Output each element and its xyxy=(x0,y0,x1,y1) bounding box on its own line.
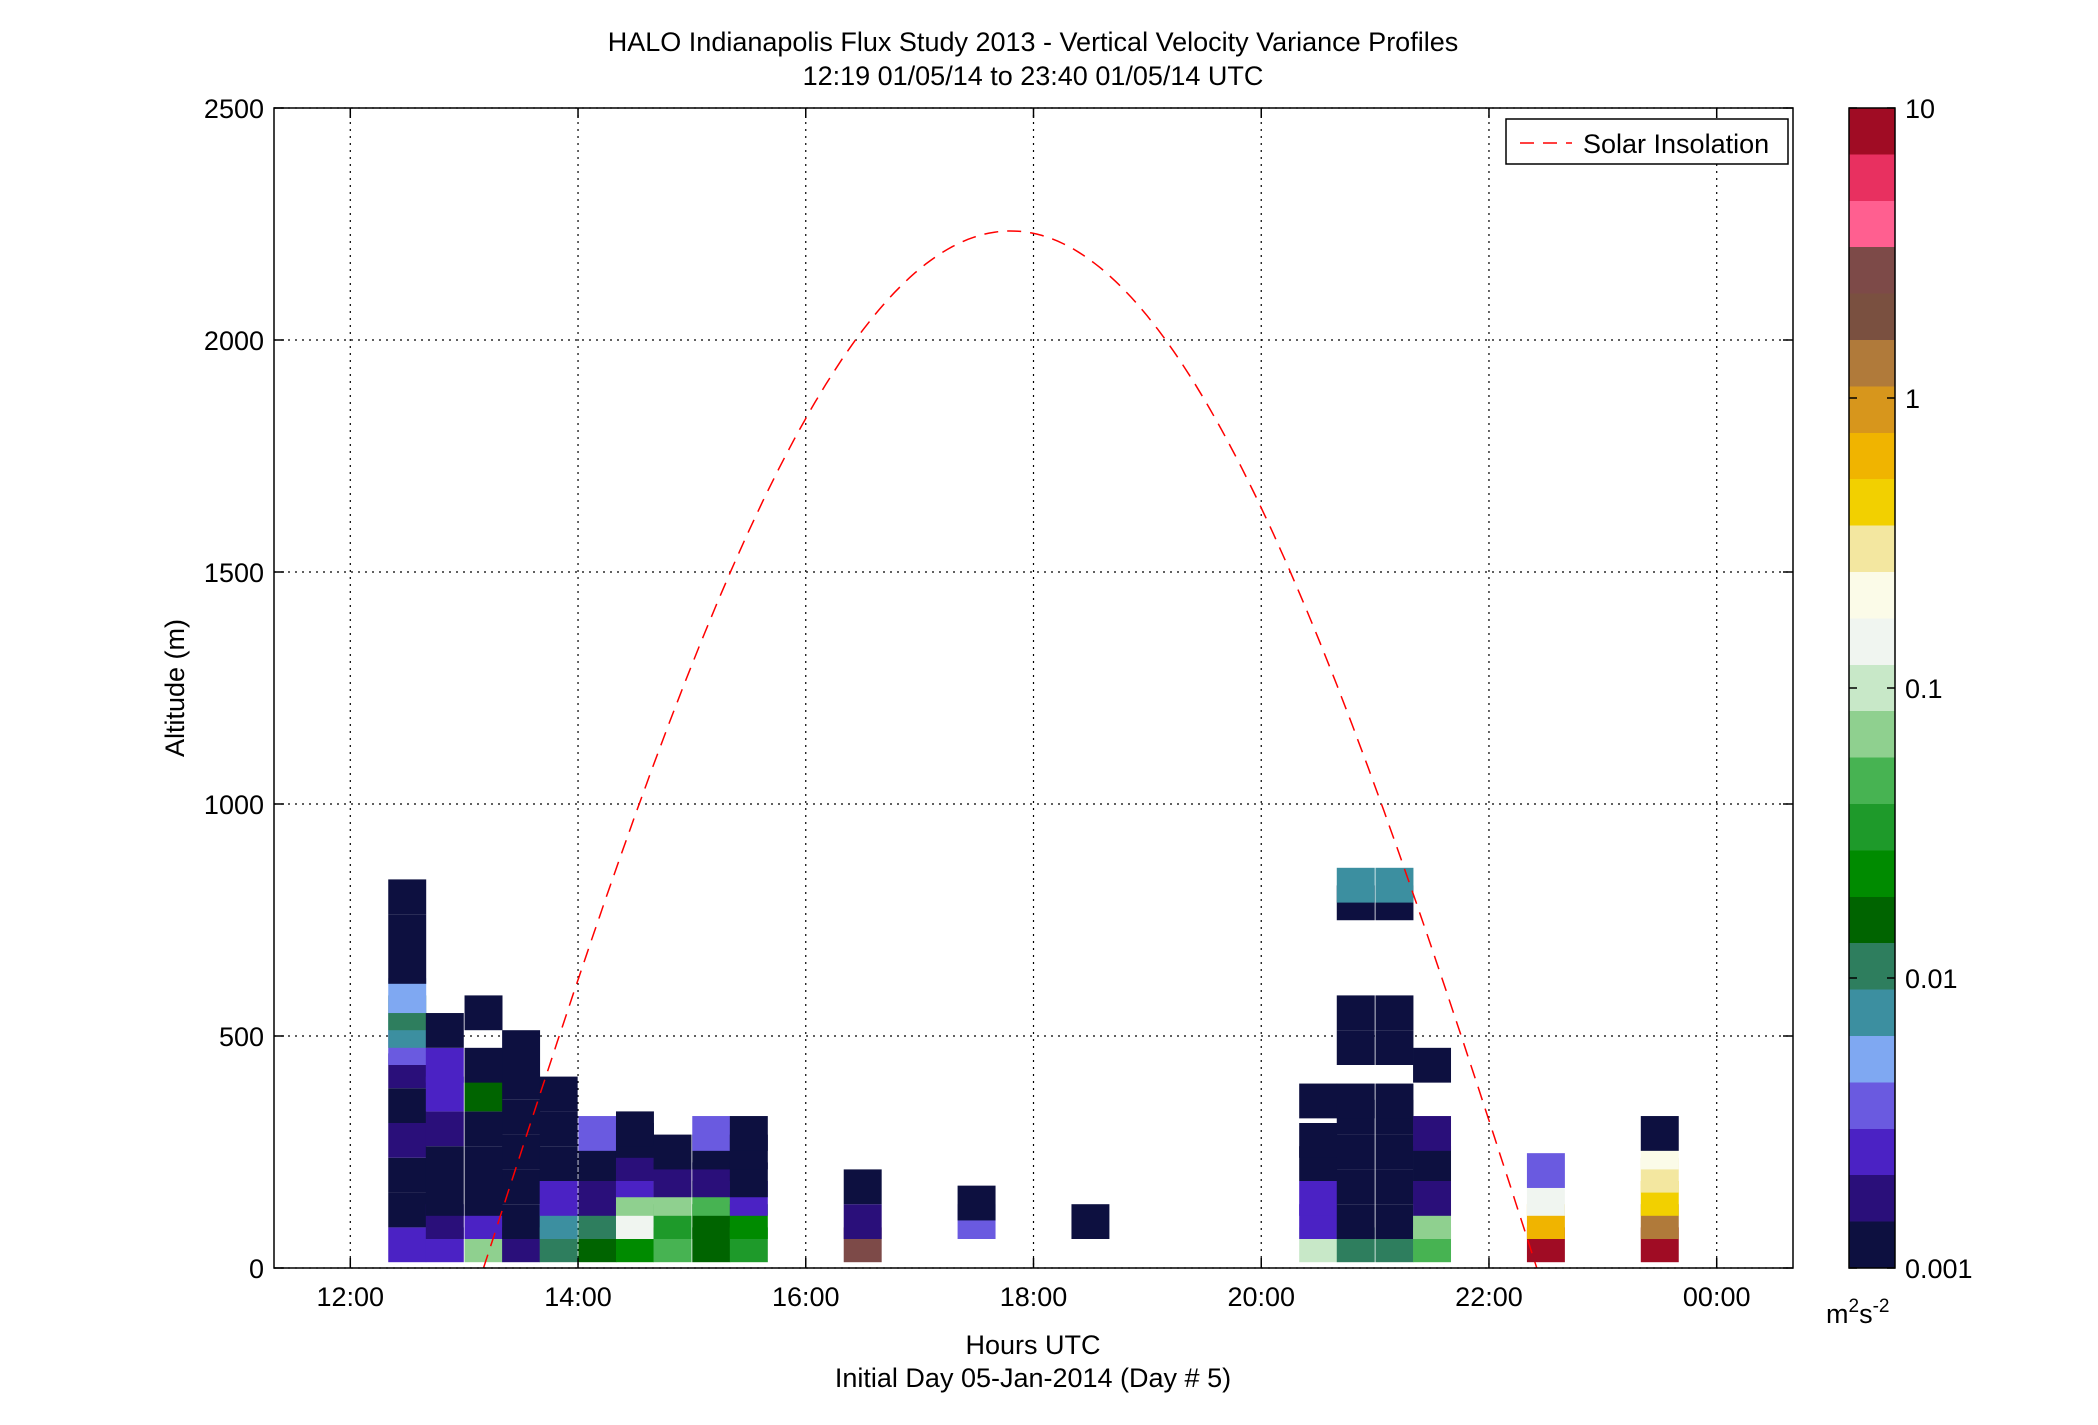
y-tick-label: 500 xyxy=(219,1022,264,1052)
chart-title: HALO Indianapolis Flux Study 2013 - Vert… xyxy=(608,27,1458,57)
legend-box xyxy=(1505,118,1789,165)
x-axis-sublabel: Initial Day 05-Jan-2014 (Day # 5) xyxy=(835,1363,1231,1393)
heatmap-cell xyxy=(539,1181,578,1216)
colorbar-ticks: 10 1 0.1 0.01 0.001 xyxy=(1849,94,1973,1284)
heatmap-cell xyxy=(1336,995,1375,1031)
heatmap-cell xyxy=(388,1123,427,1158)
heatmap-cell xyxy=(502,1030,541,1065)
legend: Solar Insolation xyxy=(1505,118,1789,165)
heatmap-cell xyxy=(1336,1134,1375,1170)
y-tick-label: 1000 xyxy=(204,790,264,820)
heatmap-cell xyxy=(1336,1169,1375,1205)
y-tick-label: 1500 xyxy=(204,558,264,588)
heatmap-cell xyxy=(388,949,427,984)
heatmap-cell xyxy=(1413,1181,1452,1216)
heatmap-cell xyxy=(1375,995,1414,1031)
x-tick-label: 16:00 xyxy=(772,1282,840,1312)
heatmap-cell xyxy=(1299,1123,1338,1158)
x-tick-label: 20:00 xyxy=(1227,1282,1295,1312)
x-ticks: 12:00 14:00 16:00 18:00 20:00 22:00 00:00 xyxy=(317,108,1751,1312)
heatmap-cell xyxy=(388,914,427,949)
x-tick-label: 14:00 xyxy=(544,1282,612,1312)
heatmap-cell xyxy=(843,1169,882,1205)
colorbar-tick-label: 10 xyxy=(1905,94,1935,124)
heatmap-cell xyxy=(388,1157,427,1193)
heatmap-cell xyxy=(692,1116,731,1151)
colorbar-tick-label: 0.1 xyxy=(1905,674,1943,704)
heatmap-cell xyxy=(1375,1030,1414,1065)
heatmap-cell xyxy=(502,1099,541,1135)
heatmap-cell xyxy=(653,1134,692,1170)
x-tick-label: 18:00 xyxy=(1000,1282,1068,1312)
heatmap-cell xyxy=(1336,1030,1375,1065)
heatmap-cell xyxy=(464,1181,503,1216)
x-tick-label: 00:00 xyxy=(1683,1282,1751,1312)
colorbar-tick-label: 0.01 xyxy=(1905,964,1958,994)
x-tick-label: 22:00 xyxy=(1455,1282,1523,1312)
x-axis-label: Hours UTC xyxy=(965,1330,1100,1360)
heatmap-cell xyxy=(539,1111,578,1147)
heatmap-cell xyxy=(464,1111,503,1147)
heatmap-cell xyxy=(388,978,427,1014)
y-tick-label: 2500 xyxy=(204,94,264,124)
heatmap-cell xyxy=(1375,1134,1414,1170)
colorbar-tick-label: 0.001 xyxy=(1905,1254,1973,1284)
heatmap-cell xyxy=(1413,1146,1452,1181)
colorbar: 10 1 0.1 0.01 0.001 m2s-2 xyxy=(1826,94,1973,1329)
heatmap-cell xyxy=(425,1047,464,1083)
heatmap-cell xyxy=(502,1204,541,1239)
legend-label-solar-insolation: Solar Insolation xyxy=(1583,129,1769,159)
y-tick-label: 2000 xyxy=(204,326,264,356)
heatmap-cell xyxy=(425,1146,464,1181)
heatmap-cell xyxy=(957,1185,996,1221)
heatmap-cell xyxy=(1375,1083,1414,1119)
heatmap-cell xyxy=(502,1169,541,1205)
heatmap-cell xyxy=(1299,1181,1338,1216)
heatmap-cell xyxy=(1413,1116,1452,1151)
heatmap-cell xyxy=(502,1065,541,1100)
heatmap-cell xyxy=(388,879,427,915)
heatmap-cell xyxy=(1375,867,1414,903)
heatmap-cell xyxy=(464,1047,503,1083)
heatmap-cell xyxy=(425,1181,464,1216)
heatmap-cell xyxy=(1336,1204,1375,1239)
heatmap-cell xyxy=(388,1192,427,1228)
heatmap-cell xyxy=(1336,867,1375,903)
heatmap-cell xyxy=(729,1116,768,1151)
heatmap-cell xyxy=(539,1146,578,1181)
colorbar-tick-label: 1 xyxy=(1905,384,1920,414)
heatmap-cell xyxy=(388,1088,427,1123)
heatmap-cell xyxy=(464,995,503,1031)
heatmap-cell xyxy=(388,1227,427,1263)
heatmap-cell xyxy=(1413,1047,1452,1083)
heatmap-cell xyxy=(1299,1083,1338,1119)
heatmap-cell xyxy=(1375,1204,1414,1239)
heatmap-cell xyxy=(1336,1083,1375,1119)
colorbar-unit: m2s-2 xyxy=(1826,1296,1889,1329)
heatmap-cell xyxy=(1375,1169,1414,1205)
heatmap-cell xyxy=(425,1111,464,1147)
y-tick-label: 0 xyxy=(249,1254,264,1284)
heatmap-cell xyxy=(615,1111,654,1147)
heatmap-cell xyxy=(843,1204,882,1239)
heatmap-cell xyxy=(578,1181,617,1216)
chart-subtitle: 12:19 01/05/14 to 23:40 01/05/14 UTC xyxy=(803,61,1264,91)
heatmap-cell xyxy=(578,1146,617,1181)
heatmap-cells xyxy=(388,867,1679,1263)
x-tick-label: 12:00 xyxy=(317,1282,385,1312)
heatmap-cell xyxy=(425,1013,464,1048)
y-axis-label: Altitude (m) xyxy=(160,619,190,757)
heatmap-cell xyxy=(464,1146,503,1181)
heatmap-cell xyxy=(1526,1153,1565,1188)
heatmap-cell xyxy=(578,1116,617,1151)
heatmap-cell xyxy=(1071,1204,1110,1239)
heatmap-cell xyxy=(539,1076,578,1112)
solar-insolation-line xyxy=(482,230,1538,1269)
y-ticks: 0 500 1000 1500 2000 2500 xyxy=(204,94,1793,1284)
heatmap-cell xyxy=(1640,1116,1679,1151)
